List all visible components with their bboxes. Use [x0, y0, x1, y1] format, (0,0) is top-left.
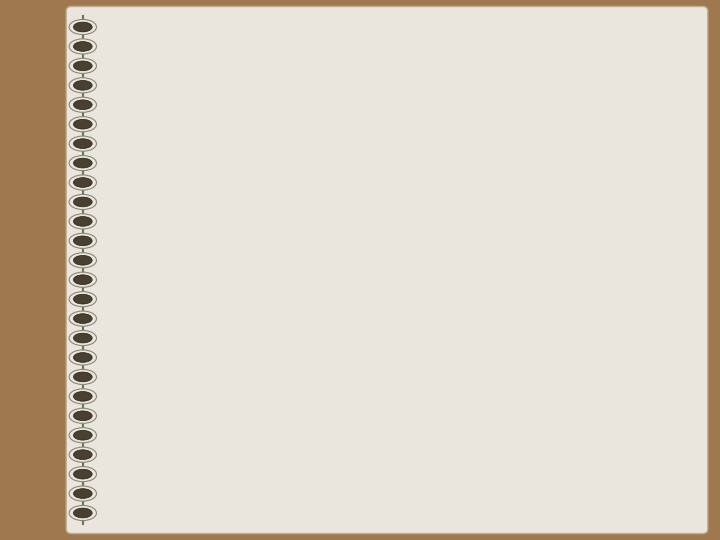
Text: D: D: [164, 306, 178, 323]
Text: Shape Jeopardy: Shape Jeopardy: [253, 54, 495, 81]
Text: B: B: [542, 174, 554, 191]
Text: E: E: [346, 237, 359, 254]
Text: If m<BAC = 50°, find m<BCA.: If m<BAC = 50°, find m<BCA.: [126, 339, 408, 357]
Text: Rectangle angles: Rectangle angles: [126, 98, 258, 112]
Text: A: A: [166, 174, 178, 191]
Bar: [191, 197, 529, 300]
Text: C: C: [542, 306, 555, 323]
